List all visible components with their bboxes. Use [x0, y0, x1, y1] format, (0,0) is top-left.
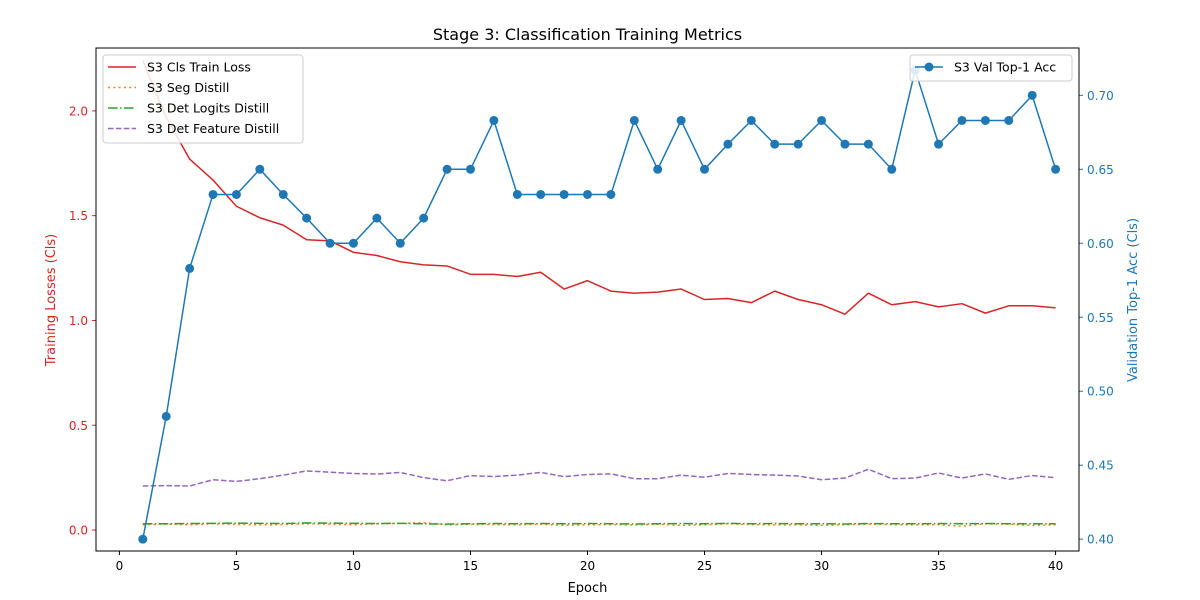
x-tick-label: 10	[346, 559, 361, 573]
data-point	[231, 189, 241, 199]
legend-right: S3 Val Top-1 Acc	[909, 54, 1073, 82]
series-line-s3-det-feature-distill	[142, 468, 1056, 487]
x-axis: 0 5 10 15 20 25 30 35 40	[116, 551, 1063, 573]
data-point	[653, 164, 663, 174]
data-point	[863, 139, 873, 149]
plot-frame	[95, 47, 1080, 552]
data-point	[372, 213, 382, 223]
y-axis-left-label: Training Losses (Cls)	[44, 234, 59, 367]
y-axis-left: 0.0 0.5 1.0 1.5 2.0	[69, 104, 96, 538]
series-group-val-acc	[138, 65, 1061, 544]
y-left-tick-label: 0.5	[69, 419, 88, 433]
data-point	[161, 411, 171, 421]
data-point	[980, 115, 990, 125]
series-line-s3-det-logits-distill	[142, 522, 1056, 525]
x-tick-label: 30	[814, 559, 829, 573]
data-point	[629, 115, 639, 125]
y-left-tick-label: 0.0	[69, 524, 88, 538]
data-point	[887, 164, 897, 174]
data-point	[746, 115, 756, 125]
legend-left: S3 Cls Train Loss S3 Seg Distill S3 Det Lo…	[102, 54, 304, 144]
data-point	[793, 139, 803, 149]
y-axis-right: 0.40 0.45 0.50 0.55 0.60 0.65 0.70	[1079, 89, 1114, 547]
data-point	[676, 115, 686, 125]
legend-label: S3 Det Feature Distill	[147, 121, 279, 136]
y-left-tick-label: 1.0	[69, 314, 88, 328]
legend-marker	[924, 62, 934, 72]
y-right-tick-label: 0.40	[1087, 533, 1114, 547]
y-axis-right-label: Validation Top-1 Acc (Cls)	[1126, 218, 1141, 382]
data-point	[348, 238, 358, 248]
data-point	[1027, 90, 1037, 100]
data-point	[957, 115, 967, 125]
data-point	[700, 164, 710, 174]
data-point	[770, 139, 780, 149]
x-tick-label: 5	[233, 559, 241, 573]
data-point	[1004, 115, 1014, 125]
x-tick-label: 0	[116, 559, 124, 573]
data-point	[278, 189, 288, 199]
y-right-tick-label: 0.60	[1087, 237, 1114, 251]
y-right-tick-label: 0.50	[1087, 385, 1114, 399]
data-point	[489, 115, 499, 125]
y-left-tick-label: 1.5	[69, 209, 88, 223]
x-tick-label: 25	[697, 559, 712, 573]
data-point	[419, 213, 429, 223]
x-axis-label: Epoch	[568, 581, 608, 596]
y-left-tick-label: 2.0	[69, 104, 88, 118]
data-point	[840, 139, 850, 149]
legend-label: S3 Val Top-1 Acc	[954, 60, 1056, 75]
data-point	[465, 164, 475, 174]
x-tick-label: 20	[580, 559, 595, 573]
legend-label: S3 Cls Train Loss	[147, 60, 251, 75]
x-tick-label: 35	[931, 559, 946, 573]
y-right-tick-label: 0.65	[1087, 163, 1114, 177]
legend-left-box	[102, 54, 304, 144]
data-point	[442, 164, 452, 174]
data-point	[817, 115, 827, 125]
series-line-s3-seg-distill	[142, 521, 1056, 528]
y-right-tick-label: 0.45	[1087, 459, 1114, 473]
data-point	[395, 238, 405, 248]
series-line-s3-val-top-1-acc	[142, 69, 1057, 540]
y-right-tick-label: 0.70	[1087, 89, 1114, 103]
legend-right-box	[909, 54, 1073, 82]
data-point	[723, 139, 733, 149]
series-layer	[138, 60, 1061, 544]
x-tick-label: 15	[463, 559, 478, 573]
data-point	[583, 189, 592, 199]
data-point	[138, 534, 148, 544]
data-point	[606, 189, 616, 199]
data-point	[559, 189, 569, 199]
legend-label: S3 Seg Distill	[147, 80, 229, 95]
data-point	[185, 263, 195, 273]
data-point	[536, 189, 546, 199]
data-point	[208, 189, 218, 199]
data-point	[255, 164, 265, 174]
data-point	[1051, 164, 1061, 174]
chart-title: Stage 3: Classification Training Metrics	[433, 25, 742, 44]
legend-label: S3 Det Logits Distill	[147, 101, 269, 116]
data-point	[302, 213, 312, 223]
series-line-s3-cls-train-loss	[142, 60, 1056, 315]
data-point	[512, 189, 522, 199]
data-point	[934, 139, 944, 149]
x-tick-label: 40	[1048, 559, 1063, 573]
data-point	[325, 238, 335, 248]
y-right-tick-label: 0.55	[1087, 311, 1114, 325]
